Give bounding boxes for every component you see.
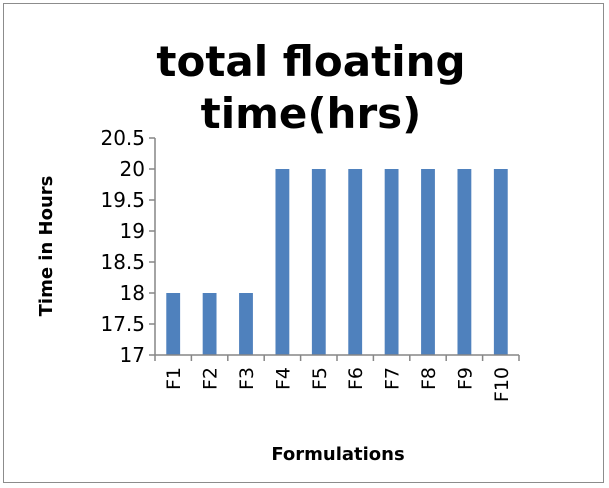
y-tick-label: 18 bbox=[120, 281, 145, 305]
bar-f2 bbox=[202, 293, 217, 355]
y-tick-label: 20 bbox=[120, 157, 145, 181]
x-tick-label-f4: F4 bbox=[272, 367, 294, 390]
bar-f9 bbox=[457, 169, 472, 355]
bar-f3 bbox=[239, 293, 253, 355]
x-tick-label-f7: F7 bbox=[382, 367, 404, 390]
y-axis-ticks: 17 17.5 18 18.5 19 19.5 20 20.5 bbox=[100, 126, 155, 367]
bar-f6 bbox=[348, 169, 363, 355]
bar-f4 bbox=[275, 169, 290, 355]
chart-title-line-1: total floating bbox=[156, 37, 465, 86]
x-tick-label-f1: F1 bbox=[163, 367, 185, 390]
x-tick-label-f3: F3 bbox=[236, 367, 258, 390]
x-tick-label-f10: F10 bbox=[491, 367, 513, 402]
x-axis-label: Formulations bbox=[271, 444, 404, 465]
bar-f1 bbox=[166, 293, 181, 355]
x-tick-label-f2: F2 bbox=[200, 367, 222, 390]
x-tick-label-f8: F8 bbox=[418, 367, 440, 390]
y-tick-label: 17 bbox=[120, 343, 145, 367]
y-tick-label: 20.5 bbox=[100, 126, 145, 150]
x-axis-ticks: F1 F2 F3 F4 F5 F6 F7 F8 F9 F10 bbox=[154, 355, 520, 402]
bar-f7 bbox=[384, 169, 399, 355]
x-tick-label-f9: F9 bbox=[454, 367, 476, 390]
y-axis-label: Time in Hours bbox=[36, 176, 57, 317]
bar-f5 bbox=[311, 169, 326, 355]
y-tick-label: 17.5 bbox=[100, 312, 145, 336]
chart-title-line-2: time(hrs) bbox=[201, 89, 422, 138]
bar-f10 bbox=[493, 169, 508, 355]
y-tick-label: 19 bbox=[120, 219, 145, 243]
bar-f8 bbox=[421, 169, 435, 355]
y-tick-label: 18.5 bbox=[100, 250, 145, 274]
x-tick-label-f5: F5 bbox=[309, 367, 331, 390]
y-tick-label: 19.5 bbox=[100, 188, 145, 212]
bars bbox=[166, 169, 508, 355]
x-tick-label-f6: F6 bbox=[345, 367, 367, 390]
